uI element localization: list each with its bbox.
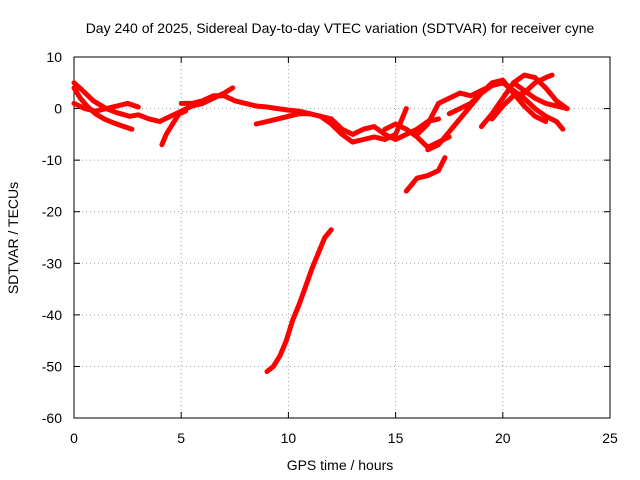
x-tick-label: 0 xyxy=(70,430,78,446)
y-tick-label: -30 xyxy=(42,255,62,271)
y-tick-label: -10 xyxy=(42,152,62,168)
series-line-s16 xyxy=(478,72,570,130)
series-line-s10 xyxy=(328,116,441,142)
x-tick-label: 20 xyxy=(495,430,511,446)
y-axis-label: SDTVAR / TECUs xyxy=(5,182,21,294)
series-line-s2 xyxy=(71,80,195,124)
plot-frame xyxy=(73,56,611,419)
x-tick-label: 5 xyxy=(177,430,185,446)
series-line-s7 xyxy=(253,111,313,127)
y-tick-labels: -60 -50 -40 -30 -20 -10 0 10 xyxy=(42,49,62,426)
y-tick-label: -40 xyxy=(42,307,62,323)
x-tick-label: 15 xyxy=(388,430,404,446)
x-tick-labels: 0 5 10 15 20 25 xyxy=(70,430,618,446)
series-line-s8 xyxy=(264,227,334,375)
y-tick-label: -50 xyxy=(42,358,62,374)
series-line-s18 xyxy=(489,72,555,122)
y-tick-label: -20 xyxy=(42,204,62,220)
y-tick-label: 0 xyxy=(54,101,62,117)
series-line-s6 xyxy=(189,85,236,109)
x-axis-label: GPS time / hours xyxy=(287,457,394,473)
series-line-s1 xyxy=(71,85,135,132)
y-tick-label: 10 xyxy=(46,49,62,65)
series-layer xyxy=(71,72,570,375)
chart-title: Day 240 of 2025, Sidereal Day-to-day VTE… xyxy=(86,20,595,36)
series-line-s3 xyxy=(71,100,141,114)
ticks xyxy=(73,56,611,419)
series-line-s12 xyxy=(403,155,448,194)
x-tick-label: 10 xyxy=(281,430,297,446)
series-line-s4 xyxy=(159,108,188,148)
y-tick-label: -60 xyxy=(42,410,62,426)
x-tick-label: 25 xyxy=(602,430,618,446)
series-line-s17 xyxy=(511,80,570,112)
